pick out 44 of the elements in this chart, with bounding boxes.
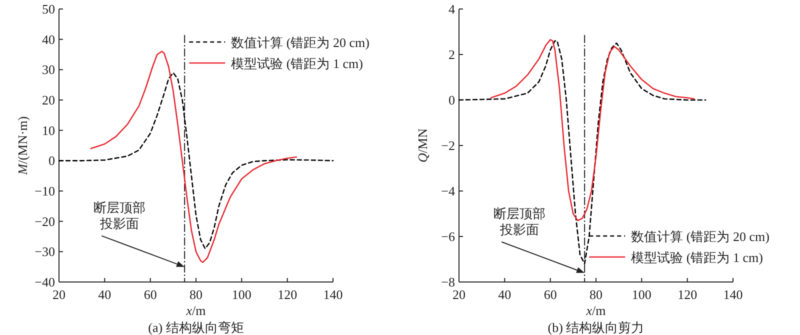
x-tick-label: 120 <box>678 287 698 302</box>
x-tick-label: 120 <box>278 287 298 302</box>
y-tick-label: −8 <box>441 274 455 290</box>
y-tick-label: 0 <box>448 92 455 108</box>
line-series <box>490 39 695 222</box>
y-tick-label: 30 <box>42 62 55 78</box>
x-tick-label: 60 <box>544 287 557 302</box>
x-tick-label: 100 <box>632 287 652 302</box>
y-tick-label: −40 <box>34 274 55 290</box>
x-tick-label: 40 <box>98 287 112 302</box>
x-tick-label: 140 <box>323 287 343 302</box>
x-axis-title: x/m <box>585 303 606 318</box>
text: (b) 结构纵向剪力 <box>548 320 644 335</box>
legend-label: 模型试验 (错距为 1 cm) <box>631 250 763 265</box>
legend-label: 模型试验 (错距为 1 cm) <box>231 56 363 71</box>
y-tick-label: −4 <box>441 184 456 198</box>
x-tick-label: 100 <box>232 287 252 302</box>
x-tick-label: 20 <box>52 287 66 302</box>
x-tick-label: 140 <box>723 287 743 302</box>
y-tick-label: 20 <box>42 92 55 108</box>
annotation: 断层顶部投影面 <box>94 200 146 231</box>
y-tick-label: −10 <box>34 184 55 198</box>
y-tick-label: 0 <box>48 153 55 168</box>
line-series <box>58 72 334 250</box>
text: (a) 结构纵向弯矩 <box>148 320 244 335</box>
legend-label: 数值计算 (错距为 20 cm) <box>631 229 770 244</box>
y-tick-label: −2 <box>441 138 455 153</box>
y-tick-label: 50 <box>42 2 55 16</box>
y-tick-label: −20 <box>34 214 55 229</box>
x-tick-label: 80 <box>190 287 202 302</box>
y-axis-title: M/(MN·m) <box>15 116 30 176</box>
y-tick-label: 10 <box>42 122 55 138</box>
annotation: 断层顶部投影面 <box>494 206 546 237</box>
y-tick-label: 4 <box>448 2 456 16</box>
y-tick-label: −30 <box>34 244 55 260</box>
x-axis-title: x/m <box>185 303 206 318</box>
y-tick-label: 40 <box>42 32 55 47</box>
y-axis-title: Q/MN <box>415 128 430 162</box>
x-tick-label: 80 <box>590 287 602 302</box>
x-tick-label: 40 <box>498 287 512 302</box>
x-tick-label: 60 <box>144 287 157 302</box>
y-tick-label: −6 <box>441 229 456 244</box>
legend-label: 数值计算 (错距为 20 cm) <box>231 35 370 50</box>
y-tick-label: 2 <box>448 47 455 62</box>
